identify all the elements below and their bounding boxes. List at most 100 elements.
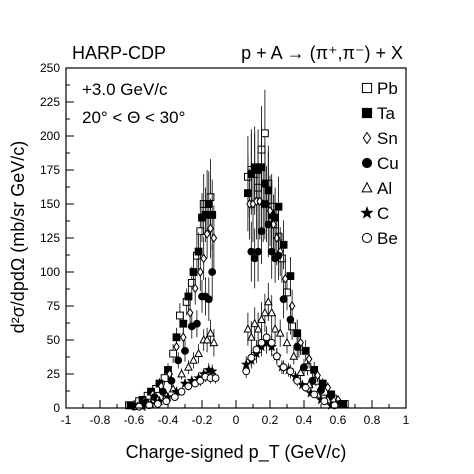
- data-point: [189, 355, 198, 364]
- y-tick-label: 75: [47, 299, 61, 313]
- x-tick-label: 0: [233, 413, 240, 427]
- y-tick-label: 125: [40, 231, 60, 245]
- data-point: [184, 292, 193, 301]
- data-point: [257, 227, 266, 236]
- data-point: [174, 356, 183, 365]
- data-point: [286, 367, 295, 376]
- data-point: [279, 363, 288, 372]
- legend-label-cu: Cu: [377, 154, 399, 173]
- y-tick-label: 225: [40, 95, 60, 109]
- data-point: [210, 233, 218, 243]
- y-tick-label: 200: [40, 129, 60, 143]
- data-point: [162, 397, 171, 406]
- chart-title-left: HARP-CDP: [72, 43, 166, 63]
- data-point: [177, 387, 186, 396]
- data-point: [200, 253, 208, 264]
- data-point: [135, 402, 144, 411]
- data-point: [179, 332, 187, 343]
- x-tick-label: -0.8: [90, 413, 111, 427]
- data-point: [257, 314, 266, 323]
- data-point: [296, 367, 305, 377]
- data-point: [177, 369, 186, 378]
- data-point: [201, 210, 210, 219]
- plot-frame: [65, 67, 407, 409]
- data-point: [204, 200, 213, 208]
- data-point: [330, 401, 339, 410]
- y-axis-label: d²σ/dpdΩ (mb/sr GeV/c): [8, 141, 28, 334]
- data-point: [286, 272, 295, 280]
- annotation-angle: 20° < Θ < 30°: [82, 108, 185, 127]
- data-point: [253, 324, 263, 333]
- data-point: [145, 401, 154, 410]
- y-tick-label: 25: [47, 367, 61, 381]
- legend-marker-al: [361, 181, 373, 193]
- data-point: [170, 393, 179, 402]
- data-point: [283, 288, 291, 297]
- y-tick-label: 250: [40, 61, 60, 75]
- data-point: [153, 400, 162, 408]
- legend-marker-sn: [362, 131, 372, 145]
- legend-marker-ta: [361, 107, 373, 119]
- data-point: [203, 228, 211, 239]
- data-point: [314, 370, 321, 381]
- data-point: [193, 319, 201, 328]
- series-cu: [130, 168, 344, 411]
- data-point: [176, 311, 184, 320]
- data-point: [191, 283, 199, 294]
- y-tick-label: 150: [40, 197, 60, 211]
- data-point: [260, 307, 270, 317]
- data-point: [184, 362, 193, 371]
- series-be: [135, 326, 339, 411]
- x-axis-label: Charge-signed p_T (GeV/c): [126, 442, 347, 463]
- data-point: [300, 363, 308, 372]
- data-point: [173, 341, 180, 352]
- x-tick-label: 0.6: [330, 413, 347, 427]
- data-point: [207, 223, 214, 234]
- data-point: [293, 342, 302, 351]
- data-point: [293, 329, 302, 338]
- data-point: [274, 202, 283, 211]
- y-tick-label: 100: [40, 265, 60, 279]
- data-point: [270, 324, 280, 333]
- data-point: [179, 319, 188, 328]
- x-tick-label: 1: [403, 413, 410, 427]
- x-tick-label: 0.2: [262, 413, 279, 427]
- data-point: [305, 354, 313, 365]
- data-point: [244, 189, 252, 198]
- legend-label-sn: Sn: [377, 129, 398, 148]
- data-point: [169, 349, 177, 358]
- data-point: [279, 295, 288, 304]
- data-point: [242, 367, 251, 376]
- data-point: [293, 376, 302, 385]
- data-point: [208, 210, 217, 219]
- data-point: [160, 374, 169, 382]
- data-point: [184, 382, 193, 391]
- data-point: [202, 335, 212, 344]
- x-tick-label: 0.8: [364, 413, 381, 427]
- legend-label-c: C: [377, 204, 389, 223]
- data-point: [189, 268, 198, 276]
- y-tick-label: 175: [40, 163, 60, 177]
- data-point: [194, 247, 203, 256]
- data-point: [288, 322, 297, 331]
- data-point: [254, 247, 263, 256]
- data-point: [206, 328, 215, 337]
- annotation-momentum: +3.0 GeV/c: [82, 80, 168, 99]
- x-tick-label: -0.4: [158, 413, 179, 427]
- data-point: [206, 365, 218, 376]
- data-point: [247, 247, 256, 256]
- data-point: [275, 328, 285, 337]
- data-point: [167, 376, 176, 385]
- data-point: [279, 240, 288, 249]
- data-point: [252, 345, 261, 354]
- data-point: [267, 307, 277, 317]
- data-point: [282, 337, 292, 347]
- data-point: [267, 338, 276, 347]
- data-point: [320, 397, 329, 406]
- data-point: [243, 324, 253, 333]
- data-point: [261, 129, 269, 138]
- data-point: [257, 163, 266, 172]
- legend-label-be: Be: [377, 229, 398, 248]
- x-tick-label: -0.6: [124, 413, 145, 427]
